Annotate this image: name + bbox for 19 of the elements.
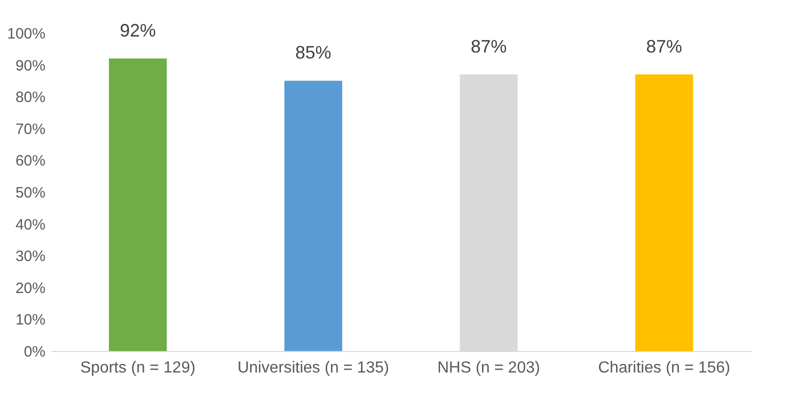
y-tick-label: 100% (7, 26, 46, 42)
x-tick-label: Sports (n = 129) (80, 360, 196, 376)
y-tick-label: 20% (15, 280, 46, 297)
data-label: 85% (295, 42, 332, 63)
data-label: 92% (120, 20, 156, 40)
y-tick-label: 60% (15, 152, 46, 170)
data-label: 87% (470, 36, 507, 56)
x-tick-label: NHS (n = 203) (437, 360, 540, 376)
y-tick-label: 70% (15, 120, 46, 138)
y-tick-label: 0% (24, 344, 46, 360)
x-tick-label: Universities (n = 135) (237, 360, 390, 376)
y-tick-label: 90% (15, 57, 46, 74)
y-tick-label: 10% (15, 312, 46, 329)
y-tick-label: 80% (15, 89, 46, 106)
y-tick-label: 40% (15, 216, 46, 234)
data-label: 87% (646, 36, 682, 56)
x-tick-label: Charities (n = 156) (598, 360, 730, 376)
y-tick-label: 50% (15, 184, 46, 202)
y-tick-label: 30% (15, 248, 46, 266)
